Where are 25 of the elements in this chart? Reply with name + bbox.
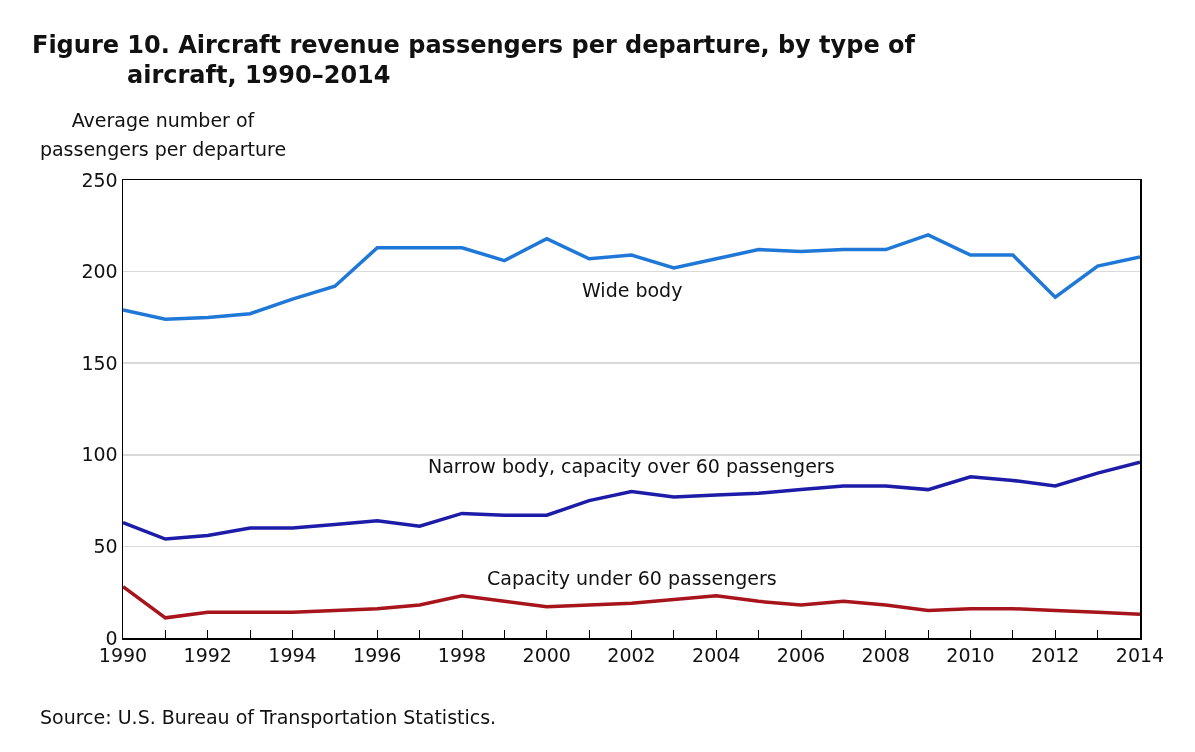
series-label: Narrow body, capacity over 60 passengers (428, 455, 835, 477)
y-axis-title: Average number of passengers per departure (38, 108, 288, 162)
x-tick-label: 2006 (776, 644, 826, 667)
x-tick-label: 1992 (183, 644, 232, 667)
x-tick-label: 2014 (1115, 644, 1165, 667)
x-tick-label: 2002 (607, 644, 656, 667)
x-tick-label: 2012 (1031, 644, 1080, 667)
y-tick-label: 100 (81, 443, 118, 466)
y-tick-label: 200 (81, 260, 118, 283)
source-note: Source: U.S. Bureau of Transportation Statistics. (40, 706, 497, 728)
x-tick-label: 2010 (946, 644, 995, 667)
y-tick-label: 150 (81, 351, 118, 374)
x-tick-label: 1998 (437, 644, 487, 667)
x-tick-label: 2004 (692, 644, 741, 667)
line-series (123, 233, 1140, 321)
series-label: Capacity under 60 passengers (487, 567, 777, 589)
y-tick-label: 250 (81, 168, 118, 191)
x-tick-label: 1996 (353, 644, 402, 667)
x-tick-label: 2008 (861, 644, 910, 667)
line-series (123, 460, 1140, 541)
chart-title: Figure 10. Aircraft revenue passengers per departure, by type of aircraft, 1990–2014 (32, 30, 917, 90)
x-tick-label: 2000 (522, 644, 571, 667)
x-tick-label: 1994 (268, 644, 317, 667)
y-tick-label: 50 (93, 535, 118, 558)
series-label: Wide body (582, 279, 683, 301)
